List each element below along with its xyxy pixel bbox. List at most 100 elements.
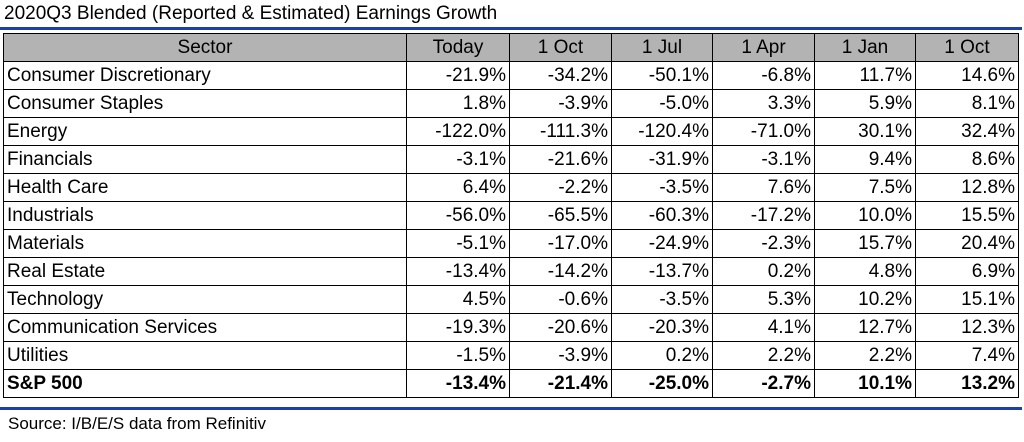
growth-cell: 6.9% [915, 257, 1019, 286]
growth-cell: 20.4% [915, 229, 1019, 258]
sector-cell: Financials [3, 145, 407, 174]
growth-cell: 12.3% [915, 313, 1019, 342]
growth-cell: 13.2% [915, 369, 1019, 398]
table-row: Financials -3.1% -21.6% -31.9% -3.1% 9.4% 8.6% [3, 145, 1019, 174]
growth-cell: -13.7% [611, 257, 713, 286]
growth-cell: -3.9% [509, 341, 612, 370]
top-rule [0, 27, 1022, 30]
table-row: Real Estate -13.4% -14.2% -13.7% 0.2% 4.8% 6.9… [3, 257, 1019, 286]
growth-cell: 7.5% [814, 173, 916, 202]
growth-cell: 15.7% [814, 229, 916, 258]
growth-cell: 8.6% [915, 145, 1019, 174]
growth-cell: -13.4% [406, 369, 510, 398]
growth-cell: 4.8% [814, 257, 916, 286]
column-header: 1 Jul [611, 33, 713, 62]
growth-cell: -24.9% [611, 229, 713, 258]
growth-cell: -34.2% [509, 61, 612, 90]
header-row: Sector Today 1 Oct 1 Jul 1 Apr 1 Jan 1 Oct [3, 33, 1019, 62]
growth-cell: 8.1% [915, 89, 1019, 118]
table-row: Materials -5.1% -17.0% -24.9% -2.3% 15.7% 20.4… [3, 229, 1019, 258]
bottom-rule [0, 407, 1022, 410]
growth-cell: -13.4% [406, 257, 510, 286]
table-row: Consumer Discretionary -21.9% -34.2% -50.1%… [3, 61, 1019, 90]
table-row: Technology 4.5% -0.6% -3.5% 5.3% 10.2% 15.1% [3, 285, 1019, 314]
growth-cell: -2.3% [712, 229, 815, 258]
sector-cell: Real Estate [3, 257, 407, 286]
source-note: Source: I/B/E/S data from Refinitiv [8, 414, 266, 433]
growth-cell: 10.0% [814, 201, 916, 230]
growth-cell: -120.4% [611, 117, 713, 146]
sector-cell: Industrials [3, 201, 407, 230]
growth-cell: 5.9% [814, 89, 916, 118]
column-header: 1 Oct [509, 33, 612, 62]
growth-cell: -2.7% [712, 369, 815, 398]
growth-cell: 7.4% [915, 341, 1019, 370]
growth-cell: 2.2% [712, 341, 815, 370]
growth-cell: -17.0% [509, 229, 612, 258]
table-row: Energy -122.0% -111.3% -120.4% -71.0% 30.1% 32… [3, 117, 1019, 146]
growth-cell: -1.5% [406, 341, 510, 370]
growth-cell: 30.1% [814, 117, 916, 146]
sector-cell: Consumer Discretionary [3, 61, 407, 90]
sector-cell: Communication Services [3, 313, 407, 342]
growth-cell: 0.2% [712, 257, 815, 286]
column-header: Today [406, 33, 510, 62]
total-row: S&P 500 -13.4% -21.4% -25.0% -2.7% 10.1% 13.2% [3, 369, 1019, 398]
growth-cell: 6.4% [406, 173, 510, 202]
growth-cell: 7.6% [712, 173, 815, 202]
growth-cell: -65.5% [509, 201, 612, 230]
growth-cell: -122.0% [406, 117, 510, 146]
table-title: 2020Q3 Blended (Reported & Estimated) Ea… [4, 3, 498, 24]
growth-cell: 9.4% [814, 145, 916, 174]
growth-cell: 12.8% [915, 173, 1019, 202]
growth-cell: 12.7% [814, 313, 916, 342]
growth-cell: -21.6% [509, 145, 612, 174]
growth-cell: -14.2% [509, 257, 612, 286]
growth-cell: -25.0% [611, 369, 713, 398]
growth-cell: -3.1% [406, 145, 510, 174]
sector-cell: Utilities [3, 341, 407, 370]
sector-cell: Energy [3, 117, 407, 146]
growth-cell: -20.6% [509, 313, 612, 342]
growth-cell: 0.2% [611, 341, 713, 370]
growth-cell: -19.3% [406, 313, 510, 342]
growth-cell: -3.1% [712, 145, 815, 174]
sector-cell: Consumer Staples [3, 89, 407, 118]
sector-cell: Technology [3, 285, 407, 314]
growth-cell: -56.0% [406, 201, 510, 230]
table-body: Consumer Discretionary -21.9% -34.2% -50.1%… [3, 61, 1019, 398]
growth-cell: -5.0% [611, 89, 713, 118]
growth-cell: 3.3% [712, 89, 815, 118]
table-row: Communication Services -19.3% -20.6% -20.3%… [3, 313, 1019, 342]
column-header: 1 Oct [915, 33, 1019, 62]
table-row: Industrials -56.0% -65.5% -60.3% -17.2% 10.0%… [3, 201, 1019, 230]
table-row: Health Care 6.4% -2.2% -3.5% 7.6% 7.5% 12.8% [3, 173, 1019, 202]
growth-cell: 11.7% [814, 61, 916, 90]
column-header-sector: Sector [3, 33, 407, 62]
sector-cell: Materials [3, 229, 407, 258]
growth-cell: 4.5% [406, 285, 510, 314]
column-header: 1 Jan [814, 33, 916, 62]
growth-cell: -0.6% [509, 285, 612, 314]
earnings-growth-table: Sector Today 1 Oct 1 Jul 1 Apr 1 Jan 1 Oct Con… [3, 33, 1019, 398]
sector-cell: S&P 500 [3, 369, 407, 398]
table-row: Utilities -1.5% -3.9% 0.2% 2.2% 2.2% 7.4% [3, 341, 1019, 370]
growth-cell: -71.0% [712, 117, 815, 146]
growth-cell: -31.9% [611, 145, 713, 174]
growth-cell: 14.6% [915, 61, 1019, 90]
table-row: Consumer Staples 1.8% -3.9% -5.0% 3.3% 5.9% 8.… [3, 89, 1019, 118]
growth-cell: -3.5% [611, 285, 713, 314]
growth-cell: -21.9% [406, 61, 510, 90]
growth-cell: -21.4% [509, 369, 612, 398]
growth-cell: 15.1% [915, 285, 1019, 314]
growth-cell: 1.8% [406, 89, 510, 118]
growth-cell: 15.5% [915, 201, 1019, 230]
growth-cell: -3.5% [611, 173, 713, 202]
growth-cell: -60.3% [611, 201, 713, 230]
column-header: 1 Apr [712, 33, 815, 62]
growth-cell: 5.3% [712, 285, 815, 314]
growth-cell: 32.4% [915, 117, 1019, 146]
sector-cell: Health Care [3, 173, 407, 202]
growth-cell: -20.3% [611, 313, 713, 342]
growth-cell: 4.1% [712, 313, 815, 342]
